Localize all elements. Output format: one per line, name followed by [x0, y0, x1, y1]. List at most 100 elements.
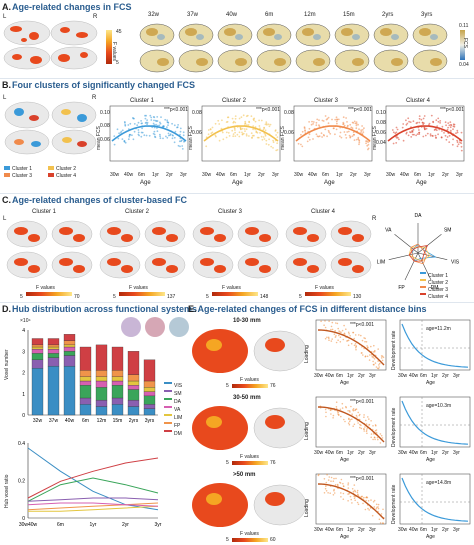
- data-point: [370, 436, 372, 439]
- data-point: [335, 341, 338, 344]
- data-point: [301, 130, 304, 133]
- fcs-brain-6m: [256, 23, 292, 73]
- data-point: [177, 124, 179, 126]
- data-point: [124, 141, 127, 144]
- panel-d-title: D.Hub distribution across functional sys…: [2, 304, 197, 314]
- xtick: 3yr: [155, 522, 162, 528]
- data-point: [351, 121, 354, 124]
- cluster-title: Cluster 3: [314, 98, 339, 104]
- data-point: [327, 129, 330, 132]
- hemi-left-label: L: [3, 14, 7, 20]
- p-value: ***p<0.001: [350, 476, 375, 482]
- data-point: [350, 498, 352, 501]
- data-point: [370, 345, 372, 348]
- bar-segment: [95, 370, 108, 377]
- bar-segment: [111, 376, 124, 382]
- cb-min: 5: [113, 294, 116, 300]
- data-point: [334, 133, 336, 136]
- brain-view: [192, 406, 248, 450]
- data-point: [407, 117, 410, 120]
- data-point: [334, 336, 337, 338]
- data-point: [259, 132, 261, 134]
- data-point: [150, 116, 153, 119]
- activation-blob: [265, 415, 285, 429]
- data-point: [236, 133, 239, 136]
- data-point: [343, 131, 346, 133]
- data-point: [374, 362, 377, 364]
- data-point: [360, 334, 362, 337]
- bar-segment: [79, 397, 92, 405]
- data-point: [412, 129, 415, 131]
- data-point: [382, 508, 384, 511]
- data-point: [346, 125, 349, 128]
- brain-view: [144, 220, 186, 248]
- bar-segment: [127, 389, 140, 401]
- data-point: [234, 115, 237, 117]
- data-point: [245, 133, 248, 135]
- data-point: [368, 509, 370, 511]
- swatch: [4, 166, 10, 170]
- data-point: [354, 334, 357, 336]
- data-point: [357, 493, 359, 496]
- cb-min: 5: [226, 537, 229, 543]
- bar-segment: [63, 334, 76, 341]
- data-point: [339, 481, 341, 484]
- data-point: [459, 141, 461, 144]
- data-point: [424, 128, 426, 131]
- ylabel: Loading: [304, 499, 310, 517]
- data-point: [392, 131, 395, 134]
- data-point: [162, 137, 164, 140]
- data-point: [328, 320, 330, 322]
- data-point: [132, 117, 134, 119]
- data-point: [312, 138, 314, 140]
- brain-view: [6, 251, 48, 279]
- data-point: [351, 135, 354, 137]
- data-point: [121, 138, 124, 140]
- age-label: 3yrs: [421, 12, 433, 18]
- data-point: [129, 133, 131, 136]
- development-rate-3: [399, 473, 471, 525]
- data-point: [377, 348, 379, 350]
- data-point: [336, 118, 338, 121]
- panel-letter: A.: [2, 2, 11, 12]
- data-point: [373, 351, 376, 353]
- data-point: [355, 348, 357, 351]
- p-value: ***p<0.001: [350, 322, 375, 328]
- data-point: [262, 136, 265, 138]
- data-point: [355, 345, 357, 347]
- data-point: [373, 344, 375, 347]
- data-point: [363, 414, 365, 416]
- age-note: age=14.8m: [426, 480, 452, 486]
- d-ylabel: Voxel number: [4, 349, 10, 380]
- data-point: [378, 364, 380, 366]
- data-point: [335, 116, 338, 119]
- fcs-cbar-max: 0.11: [459, 23, 469, 29]
- data-point: [371, 514, 374, 517]
- activation-blob: [28, 265, 40, 273]
- data-point: [252, 125, 255, 127]
- xtick: 2yr: [258, 172, 265, 178]
- activation-blob: [14, 227, 28, 235]
- activation-blob: [293, 227, 307, 235]
- data-point: [355, 138, 358, 141]
- data-point: [345, 137, 348, 139]
- cb-min: 5: [299, 294, 302, 300]
- development-rate-2: [399, 396, 471, 448]
- data-point: [265, 143, 268, 145]
- data-point: [360, 129, 363, 132]
- data-point: [347, 344, 350, 347]
- ytick: 0.08: [100, 123, 110, 130]
- data-point: [415, 134, 417, 137]
- data-point: [440, 136, 443, 139]
- data-point: [328, 337, 330, 340]
- xtick: 40w: [409, 450, 419, 456]
- radar-axis: [417, 234, 442, 254]
- xtick: 6m: [414, 172, 421, 178]
- xlabel: Age: [340, 457, 349, 463]
- data-point: [179, 145, 181, 148]
- data-point: [242, 114, 245, 117]
- bin-colorbar: [232, 384, 268, 388]
- bar-segment: [63, 351, 76, 356]
- data-point: [234, 121, 237, 124]
- data-point: [342, 116, 345, 119]
